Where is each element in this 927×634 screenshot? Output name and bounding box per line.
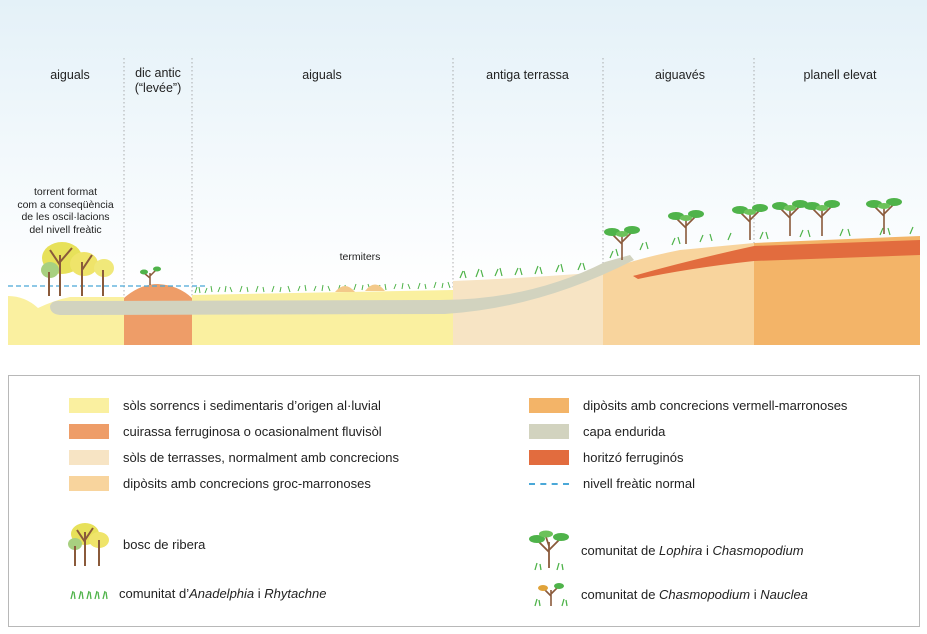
legend-swatch-diposits-groc — [69, 476, 109, 491]
legend-label-bosc-ribera: bosc de ribera — [123, 536, 206, 552]
grass-terrace — [459, 226, 914, 279]
legend-item-capa-endurida: capa endurida — [529, 424, 665, 439]
legend-panel: sòls sorrencs i sedimentaris d’origen al… — [8, 375, 920, 627]
legend-label-sols-sorrencs: sòls sorrencs i sedimentaris d’origen al… — [123, 398, 381, 413]
zone-label-aiguaves: aiguavés — [654, 68, 706, 82]
legend-label-nauclea: comunitat de Chasmopodium i Nauclea — [581, 586, 808, 602]
lophira-tree-icon — [529, 530, 569, 571]
legend-swatch-nivell-freatic — [529, 482, 569, 485]
legend-item-nauclea: comunitat de Chasmopodium i Nauclea — [531, 580, 808, 608]
riparian-forest-trees — [41, 242, 114, 296]
lophira-trees — [604, 198, 902, 260]
zone-label-aiguals-2: aiguals — [302, 68, 342, 82]
riparian-tree-icon — [68, 523, 109, 566]
legend-label-capa-endurida: capa endurida — [583, 424, 666, 439]
diposits-groc — [603, 243, 754, 345]
termite-mound-1 — [335, 286, 355, 292]
termite-mound-2 — [365, 284, 385, 291]
legend-label-lophira: comunitat de Lophira i Chasmopodium — [581, 542, 804, 558]
zone-label-dic-antic: dic antic (“levée”) — [134, 66, 182, 95]
diposits-vermell — [754, 236, 920, 345]
sky-background — [0, 0, 927, 290]
legend-item-lophira: comunitat de Lophira i Chasmopodium — [527, 528, 804, 572]
legend-label-cuirassa: cuirassa ferruginosa o ocasionalment flu… — [123, 424, 382, 439]
legend-item-diposits-groc: dipòsits amb concrecions groc-marronoses — [69, 476, 371, 491]
annotation-termiters: termiters — [339, 251, 381, 263]
legend-item-nivell-freatic: nivell freàtic normal — [529, 476, 695, 491]
legend-item-sols-terrasses: sòls de terrasses, normalment amb concre… — [69, 450, 399, 465]
cross-section-diagram: aiguals dic antic (“levée”) aiguals anti… — [0, 0, 927, 345]
zone-label-antiga-terrassa: antiga terrassa — [486, 68, 569, 82]
cross-section-svg — [0, 0, 927, 345]
legend-item-sols-sorrencs: sòls sorrencs i sedimentaris d’origen al… — [69, 398, 381, 413]
legend-label-anadelphia: comunitat d’Anadelphia i Rhytachne — [119, 586, 327, 601]
grass-anadelphia — [194, 281, 451, 294]
zone-label-planell-elevat: planell elevat — [803, 68, 877, 82]
legend-swatch-sols-sorrencs — [69, 398, 109, 413]
capa-endurida-band — [50, 255, 634, 315]
annotation-torrent: torrent format com a conseqüència de les… — [17, 186, 114, 236]
legend-label-diposits-vermell: dipòsits amb concrecions vermell-marrono… — [583, 398, 848, 413]
legend-item-bosc-ribera: bosc de ribera — [65, 520, 205, 568]
dic-shrubs — [140, 266, 161, 285]
legend-item-horitzo: horitzó ferruginós — [529, 450, 683, 465]
legend-label-sols-terrasses: sòls de terrasses, normalment amb concre… — [123, 450, 400, 465]
legend-label-diposits-groc: dipòsits amb concrecions groc-marronoses — [123, 476, 371, 491]
grass-icon — [70, 590, 108, 599]
horitzo-ferruginos-band — [633, 240, 920, 279]
legend-swatch-horitzo — [529, 450, 569, 465]
legend-swatch-cuirassa — [69, 424, 109, 439]
sols-terrasses — [453, 272, 603, 345]
legend-label-horitzo: horitzó ferruginós — [583, 450, 684, 465]
zone-label-aiguals-1: aiguals — [50, 68, 90, 82]
legend-label-nivell-freatic: nivell freàtic normal — [583, 476, 695, 491]
legend-item-cuirassa: cuirassa ferruginosa o ocasionalment flu… — [69, 424, 382, 439]
sols-sorrencs-middle — [192, 290, 453, 345]
legend-swatch-sols-terrasses — [69, 450, 109, 465]
legend-swatch-diposits-vermell — [529, 398, 569, 413]
legend-item-anadelphia: comunitat d’Anadelphia i Rhytachne — [69, 586, 326, 601]
nauclea-shrub-icon — [534, 583, 568, 607]
legend-item-diposits-vermell: dipòsits amb concrecions vermell-marrono… — [529, 398, 847, 413]
legend-swatch-capa-endurida — [529, 424, 569, 439]
